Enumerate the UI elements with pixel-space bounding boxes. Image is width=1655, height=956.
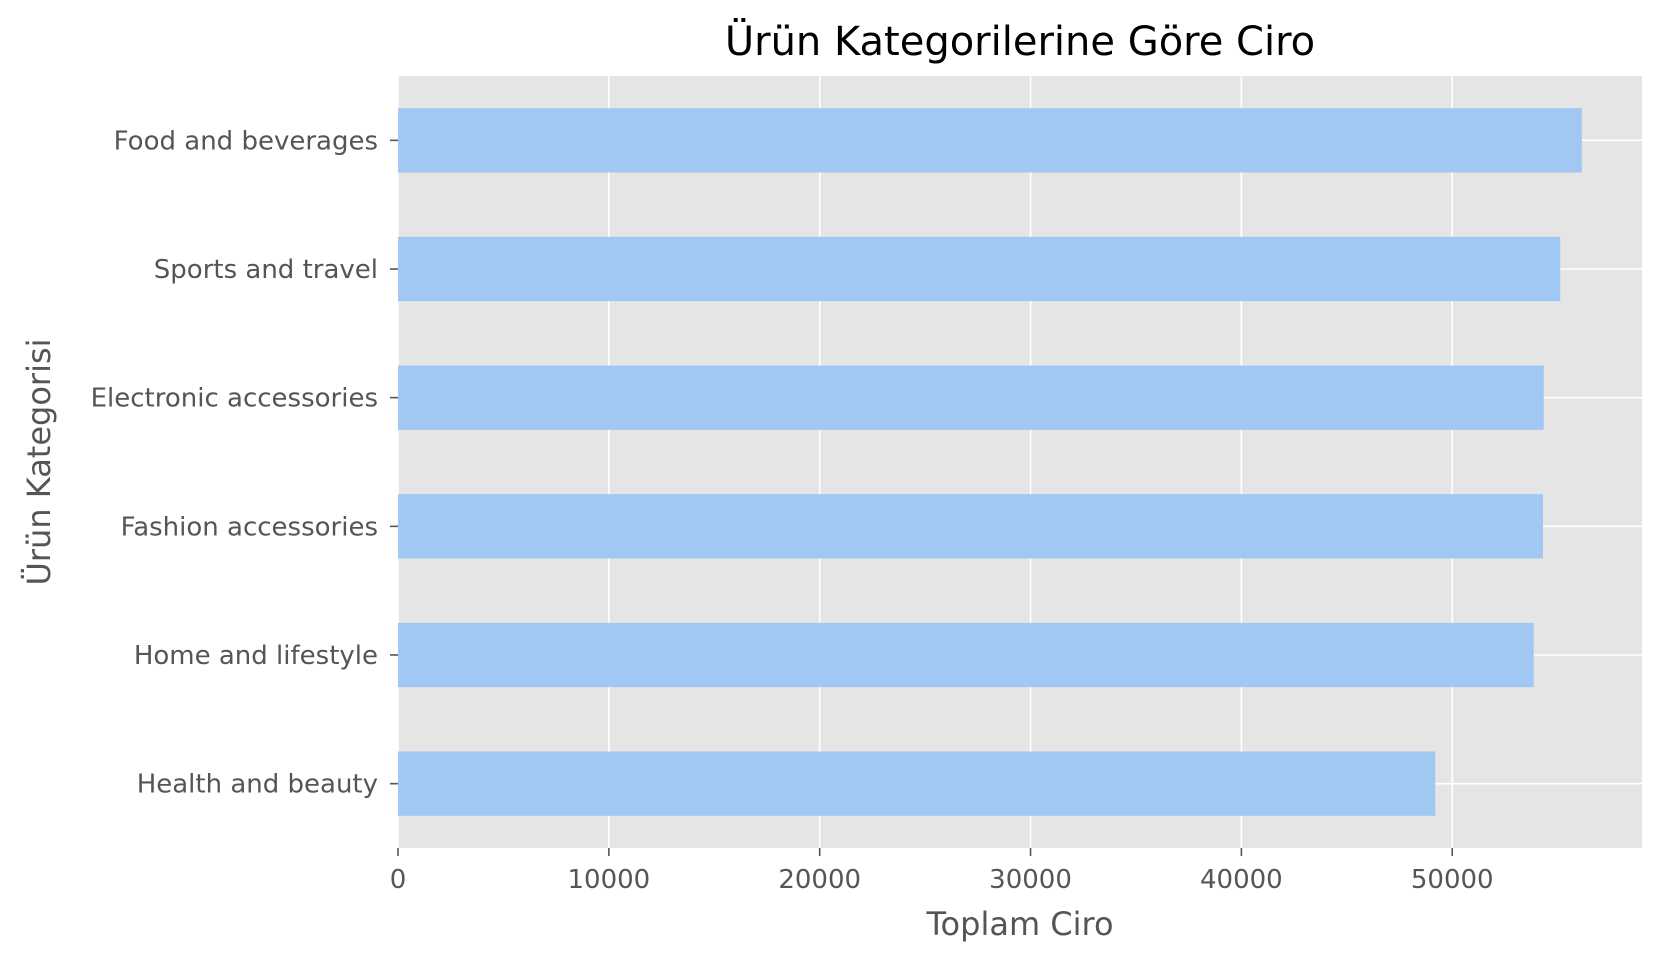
bar: [398, 365, 1544, 430]
bar: [398, 108, 1582, 173]
x-tick-label: 30000: [989, 865, 1072, 895]
y-tick-label: Health and beauty: [137, 770, 378, 800]
y-tick-label: Food and beverages: [114, 126, 378, 156]
x-axis-label: Toplam Ciro: [925, 905, 1113, 943]
x-tick-label: 10000: [567, 865, 650, 895]
y-axis-label: Ürün Kategorisi: [20, 338, 58, 585]
bar: [398, 494, 1544, 559]
x-tick-label: 40000: [1200, 865, 1283, 895]
bars: [398, 108, 1582, 816]
y-tick-label: Fashion accessories: [121, 512, 378, 542]
x-tick-label: 50000: [1411, 865, 1494, 895]
plot-area: [398, 76, 1642, 848]
x-axis-ticks: 0 10000 20000 30000 40000 50000: [390, 848, 1494, 895]
x-tick-label: 0: [390, 865, 407, 895]
chart-title: Ürün Kategorilerine Göre Ciro: [725, 17, 1315, 65]
x-tick-label: 20000: [778, 865, 861, 895]
y-tick-label: Electronic accessories: [91, 384, 378, 414]
bar: [398, 236, 1561, 302]
y-axis-ticks: Food and beverages Sports and travel Elect…: [91, 126, 398, 800]
bar: [398, 622, 1534, 688]
y-tick-label: Sports and travel: [154, 255, 378, 285]
bar: [398, 751, 1436, 816]
y-tick-label: Home and lifestyle: [134, 641, 378, 671]
